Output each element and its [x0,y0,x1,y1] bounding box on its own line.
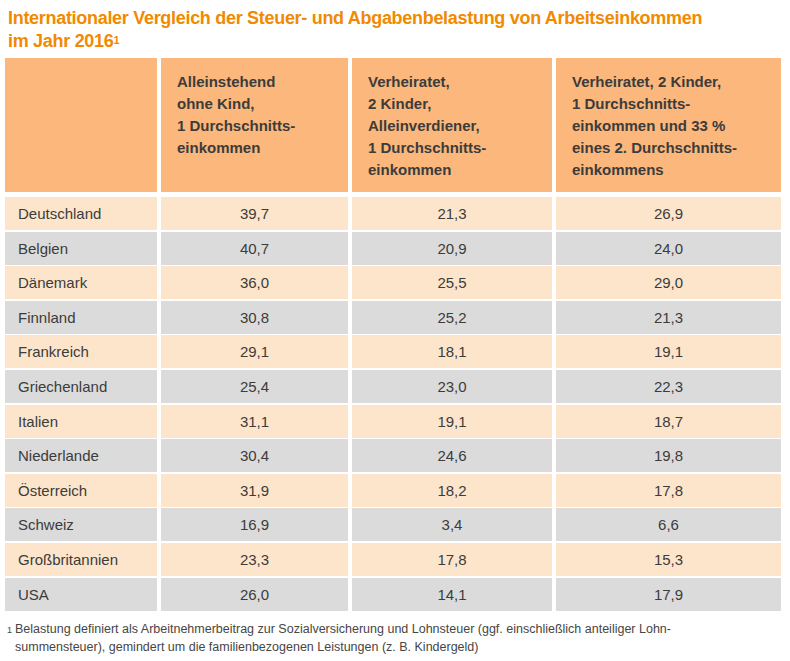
value-cell: 20,9 [352,232,552,265]
table-header-row: Alleinstehend ohne Kind, 1 Durchschnitts… [5,58,781,192]
table-row: Österreich 31,9 18,2 17,8 [5,474,781,507]
value-cell: 26,0 [161,578,348,611]
value-cell: 19,8 [556,439,781,472]
value-cell: 29,0 [556,266,781,299]
column-header-married-dual-earner: Verheiratet, 2 Kinder, 1 Durchschnitts- … [556,58,781,192]
table-row: Deutschland 39,7 21,3 26,9 [5,197,781,230]
column-header-empty [5,58,157,192]
country-cell: Dänemark [5,266,157,299]
table-row: Großbritannien 23,3 17,8 15,3 [5,543,781,576]
column-header-married-single-earner: Verheiratet, 2 Kinder, Alleinverdiener, … [352,58,552,192]
table-row: Finnland 30,8 25,2 21,3 [5,301,781,334]
title-line2-text: im Jahr 2016 [8,31,113,51]
country-cell: Belgien [5,232,157,265]
value-cell: 21,3 [556,301,781,334]
table-row: Italien 31,1 19,1 18,7 [5,405,781,438]
footnote-text: Belastung definiert als Arbeitnehmerbeit… [15,620,671,656]
column-header-single: Alleinstehend ohne Kind, 1 Durchschnitts… [161,58,348,192]
value-cell: 17,8 [352,543,552,576]
value-cell: 24,6 [352,439,552,472]
country-cell: Italien [5,405,157,438]
value-cell: 18,1 [352,335,552,368]
table-row: Belgien 40,7 20,9 24,0 [5,232,781,265]
country-cell: Frankreich [5,335,157,368]
title-footnote-marker: 1 [113,34,119,46]
country-cell: Griechenland [5,370,157,403]
title-line1: Internationaler Vergleich der Steuer- un… [8,7,702,30]
value-cell: 25,5 [352,266,552,299]
value-cell: 21,3 [352,197,552,230]
table-row: Griechenland 25,4 23,0 22,3 [5,370,781,403]
value-cell: 25,4 [161,370,348,403]
value-cell: 6,6 [556,508,781,541]
country-cell: Deutschland [5,197,157,230]
value-cell: 18,2 [352,474,552,507]
footnote: 1 Belastung definiert als Arbeitnehmerbe… [7,620,785,656]
value-cell: 26,9 [556,197,781,230]
table-row: Niederlande 30,4 24,6 19,8 [5,439,781,472]
data-table: Alleinstehend ohne Kind, 1 Durchschnitts… [5,58,781,612]
value-cell: 30,8 [161,301,348,334]
value-cell: 30,4 [161,439,348,472]
value-cell: 19,1 [556,335,781,368]
value-cell: 16,9 [161,508,348,541]
infographic-page: Internationaler Vergleich der Steuer- un… [0,0,790,661]
country-cell: Großbritannien [5,543,157,576]
country-cell: Schweiz [5,508,157,541]
country-cell: USA [5,578,157,611]
value-cell: 19,1 [352,405,552,438]
table-row: Schweiz 16,9 3,4 6,6 [5,508,781,541]
table-body: Deutschland 39,7 21,3 26,9 Belgien 40,7 … [5,197,781,611]
table-row: USA 26,0 14,1 17,9 [5,578,781,611]
value-cell: 17,8 [556,474,781,507]
footnote-marker: 1 [7,621,12,657]
country-cell: Finnland [5,301,157,334]
value-cell: 17,9 [556,578,781,611]
value-cell: 23,3 [161,543,348,576]
value-cell: 24,0 [556,232,781,265]
value-cell: 23,0 [352,370,552,403]
table-row: Dänemark 36,0 25,5 29,0 [5,266,781,299]
country-cell: Niederlande [5,439,157,472]
value-cell: 25,2 [352,301,552,334]
value-cell: 39,7 [161,197,348,230]
value-cell: 3,4 [352,508,552,541]
value-cell: 31,1 [161,405,348,438]
value-cell: 36,0 [161,266,348,299]
value-cell: 18,7 [556,405,781,438]
title-line2: im Jahr 20161 [8,30,702,53]
page-title: Internationaler Vergleich der Steuer- un… [8,7,702,53]
value-cell: 31,9 [161,474,348,507]
table-row: Frankreich 29,1 18,1 19,1 [5,335,781,368]
country-cell: Österreich [5,474,157,507]
value-cell: 15,3 [556,543,781,576]
value-cell: 14,1 [352,578,552,611]
value-cell: 29,1 [161,335,348,368]
value-cell: 40,7 [161,232,348,265]
value-cell: 22,3 [556,370,781,403]
